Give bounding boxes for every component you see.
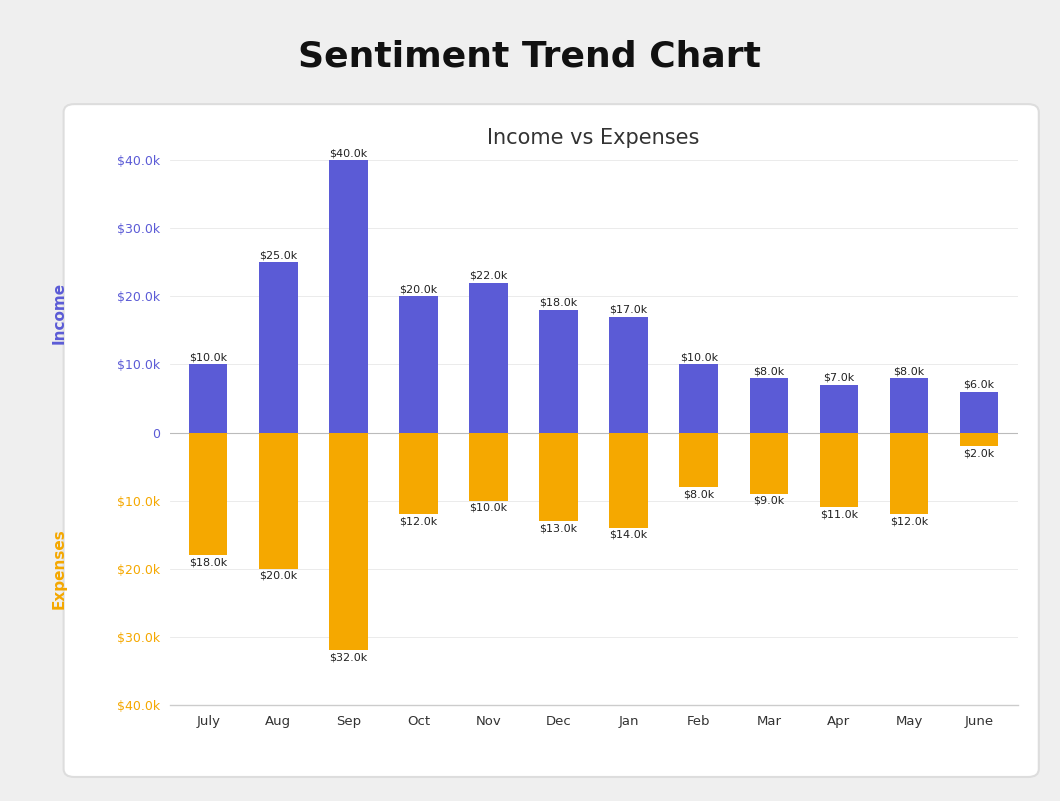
- Bar: [189, 433, 228, 555]
- Bar: [749, 433, 788, 493]
- Text: $25.0k: $25.0k: [259, 250, 298, 260]
- Text: $10.0k: $10.0k: [679, 352, 718, 362]
- Bar: [470, 283, 508, 433]
- Text: $8.0k: $8.0k: [894, 366, 924, 376]
- Text: Expenses: Expenses: [52, 529, 67, 609]
- Bar: [329, 160, 368, 433]
- Text: $18.0k: $18.0k: [189, 557, 227, 567]
- Bar: [819, 384, 859, 433]
- Bar: [470, 433, 508, 501]
- Text: $20.0k: $20.0k: [259, 571, 298, 581]
- Text: $22.0k: $22.0k: [470, 271, 508, 280]
- Bar: [540, 310, 578, 433]
- Bar: [329, 433, 368, 650]
- Bar: [959, 433, 999, 446]
- Text: $12.0k: $12.0k: [400, 517, 438, 526]
- Bar: [679, 433, 718, 487]
- Text: $18.0k: $18.0k: [540, 298, 578, 308]
- Bar: [749, 378, 788, 433]
- Bar: [679, 364, 718, 433]
- Text: $20.0k: $20.0k: [400, 284, 438, 294]
- Text: $13.0k: $13.0k: [540, 523, 578, 533]
- Bar: [889, 378, 929, 433]
- Text: $9.0k: $9.0k: [754, 496, 784, 506]
- Text: $2.0k: $2.0k: [964, 449, 994, 458]
- Text: $10.0k: $10.0k: [189, 352, 227, 362]
- Bar: [610, 433, 648, 528]
- Text: $40.0k: $40.0k: [330, 148, 368, 158]
- Bar: [259, 433, 298, 569]
- Bar: [400, 296, 438, 433]
- Text: $6.0k: $6.0k: [964, 380, 994, 389]
- Text: Sentiment Trend Chart: Sentiment Trend Chart: [299, 39, 761, 73]
- Text: $14.0k: $14.0k: [610, 530, 648, 540]
- Text: Income: Income: [52, 282, 67, 344]
- Text: $7.0k: $7.0k: [824, 372, 854, 383]
- Bar: [189, 364, 228, 433]
- Bar: [959, 392, 999, 433]
- Text: $8.0k: $8.0k: [683, 489, 714, 499]
- Text: $11.0k: $11.0k: [819, 509, 858, 520]
- Bar: [259, 262, 298, 433]
- Bar: [540, 433, 578, 521]
- Text: $10.0k: $10.0k: [470, 503, 508, 513]
- Bar: [610, 316, 648, 433]
- Bar: [889, 433, 929, 514]
- Title: Income vs Expenses: Income vs Expenses: [488, 127, 700, 147]
- Text: $32.0k: $32.0k: [330, 653, 368, 662]
- Text: $12.0k: $12.0k: [889, 517, 929, 526]
- Text: $8.0k: $8.0k: [754, 366, 784, 376]
- Bar: [400, 433, 438, 514]
- Text: $17.0k: $17.0k: [610, 304, 648, 315]
- Bar: [819, 433, 859, 508]
